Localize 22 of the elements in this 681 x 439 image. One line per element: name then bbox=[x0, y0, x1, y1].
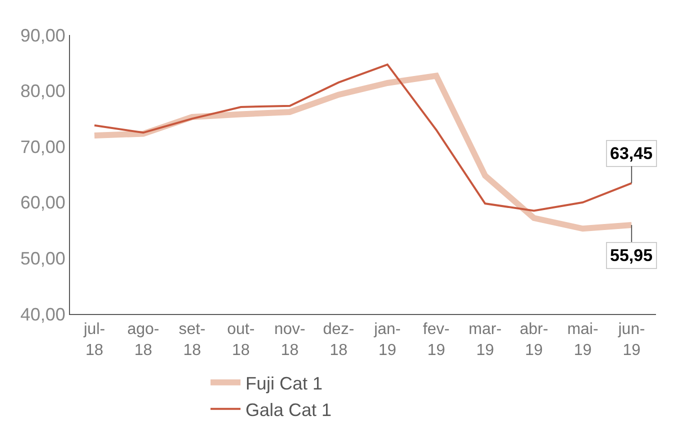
x-tick-label: out- 18 bbox=[227, 321, 255, 359]
x-tick-label: dez- 18 bbox=[323, 321, 354, 359]
y-tick-label: 80,00 bbox=[20, 81, 66, 102]
y-tick-label: 50,00 bbox=[20, 248, 66, 268]
x-tick-label: jun- 19 bbox=[617, 321, 645, 359]
x-tick-label: nov- 18 bbox=[274, 321, 306, 359]
x-tick-label: abr- 19 bbox=[520, 321, 548, 359]
y-tick-label: 70,00 bbox=[20, 136, 66, 157]
y-tick-label: 40,00 bbox=[20, 304, 66, 324]
x-tick-label: jan- 19 bbox=[373, 321, 401, 359]
y-tick-label: 60,00 bbox=[20, 192, 66, 213]
x-tick-label: set- 18 bbox=[178, 321, 206, 359]
x-tick-label: ago- 18 bbox=[127, 321, 160, 359]
x-tick-label: jul- 18 bbox=[82, 321, 106, 359]
legend-label: Fuji Cat 1 bbox=[246, 373, 323, 394]
legend-label: Gala Cat 1 bbox=[246, 400, 332, 420]
x-tick-label: fev- 19 bbox=[422, 321, 450, 359]
y-tick-label: 90,00 bbox=[20, 25, 66, 46]
x-tick-label: mai- 19 bbox=[567, 321, 598, 359]
data-label: 63,45 bbox=[610, 144, 653, 163]
x-tick-label: mar- 19 bbox=[468, 321, 502, 359]
data-label: 55,95 bbox=[610, 246, 653, 265]
